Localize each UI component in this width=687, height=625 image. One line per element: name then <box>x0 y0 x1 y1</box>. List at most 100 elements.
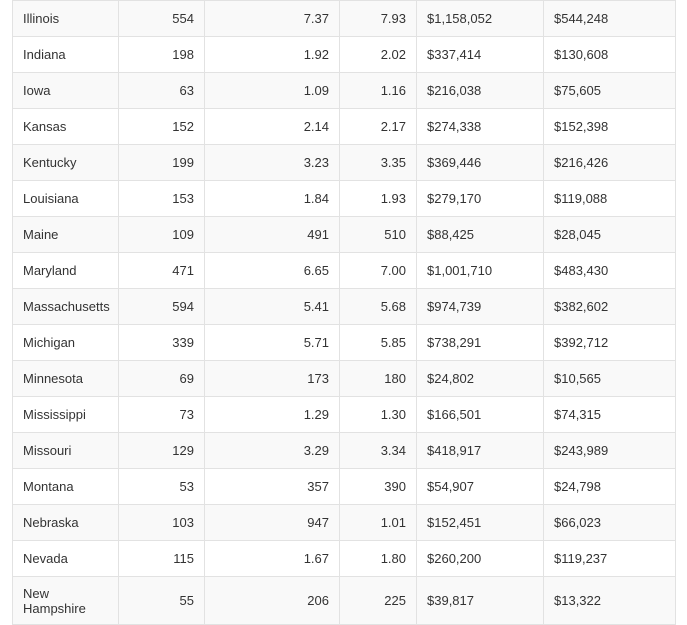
amount-cell: $13,322 <box>543 576 676 625</box>
value-cell: 594 <box>118 288 205 325</box>
value-cell: 152 <box>118 108 205 145</box>
value-cell: 198 <box>118 36 205 73</box>
table-row: Massachusetts 594 5.41 5.68 $974,739 $38… <box>12 288 676 325</box>
table-row: Maryland 471 6.65 7.00 $1,001,710 $483,4… <box>12 252 676 289</box>
state-name-cell: Iowa <box>12 72 119 109</box>
table-row: Kentucky 199 3.23 3.35 $369,446 $216,426 <box>12 144 676 181</box>
value-cell: 7.93 <box>339 0 417 37</box>
value-cell: 225 <box>339 576 417 625</box>
value-cell: 491 <box>204 216 340 253</box>
table-row: Mississippi 73 1.29 1.30 $166,501 $74,31… <box>12 396 676 433</box>
amount-cell: $130,608 <box>543 36 676 73</box>
value-cell: 5.71 <box>204 324 340 361</box>
state-name-cell: Indiana <box>12 36 119 73</box>
amount-cell: $166,501 <box>416 396 544 433</box>
amount-cell: $392,712 <box>543 324 676 361</box>
amount-cell: $279,170 <box>416 180 544 217</box>
amount-cell: $337,414 <box>416 36 544 73</box>
state-name-cell: New Hampshire <box>12 576 119 625</box>
table-row: Louisiana 153 1.84 1.93 $279,170 $119,08… <box>12 180 676 217</box>
amount-cell: $382,602 <box>543 288 676 325</box>
value-cell: 7.00 <box>339 252 417 289</box>
value-cell: 55 <box>118 576 205 625</box>
table-row: Michigan 339 5.71 5.85 $738,291 $392,712 <box>12 324 676 361</box>
state-name-cell: Maine <box>12 216 119 253</box>
table-row: New Hampshire 55 206 225 $39,817 $13,322 <box>12 576 676 625</box>
table-row: Illinois 554 7.37 7.93 $1,158,052 $544,2… <box>12 0 676 37</box>
state-name-cell: Mississippi <box>12 396 119 433</box>
value-cell: 1.80 <box>339 540 417 577</box>
amount-cell: $54,907 <box>416 468 544 505</box>
table-row: Minnesota 69 173 180 $24,802 $10,565 <box>12 360 676 397</box>
value-cell: 3.34 <box>339 432 417 469</box>
value-cell: 1.93 <box>339 180 417 217</box>
value-cell: 3.35 <box>339 144 417 181</box>
state-name-cell: Missouri <box>12 432 119 469</box>
value-cell: 53 <box>118 468 205 505</box>
value-cell: 1.29 <box>204 396 340 433</box>
data-table-container: Illinois 554 7.37 7.93 $1,158,052 $544,2… <box>12 0 676 625</box>
amount-cell: $418,917 <box>416 432 544 469</box>
state-name-cell: Kentucky <box>12 144 119 181</box>
value-cell: 357 <box>204 468 340 505</box>
state-name-cell: Nevada <box>12 540 119 577</box>
value-cell: 63 <box>118 72 205 109</box>
value-cell: 339 <box>118 324 205 361</box>
amount-cell: $39,817 <box>416 576 544 625</box>
amount-cell: $24,802 <box>416 360 544 397</box>
value-cell: 153 <box>118 180 205 217</box>
state-name-cell: Minnesota <box>12 360 119 397</box>
amount-cell: $152,398 <box>543 108 676 145</box>
value-cell: 5.85 <box>339 324 417 361</box>
value-cell: 2.17 <box>339 108 417 145</box>
value-cell: 510 <box>339 216 417 253</box>
amount-cell: $260,200 <box>416 540 544 577</box>
value-cell: 1.01 <box>339 504 417 541</box>
state-name-cell: Kansas <box>12 108 119 145</box>
value-cell: 2.14 <box>204 108 340 145</box>
amount-cell: $152,451 <box>416 504 544 541</box>
state-name-cell: Illinois <box>12 0 119 37</box>
value-cell: 73 <box>118 396 205 433</box>
amount-cell: $74,315 <box>543 396 676 433</box>
table-row: Nevada 115 1.67 1.80 $260,200 $119,237 <box>12 540 676 577</box>
state-name-cell: Massachusetts <box>12 288 119 325</box>
amount-cell: $10,565 <box>543 360 676 397</box>
value-cell: 173 <box>204 360 340 397</box>
value-cell: 103 <box>118 504 205 541</box>
amount-cell: $88,425 <box>416 216 544 253</box>
amount-cell: $274,338 <box>416 108 544 145</box>
value-cell: 390 <box>339 468 417 505</box>
amount-cell: $119,088 <box>543 180 676 217</box>
amount-cell: $119,237 <box>543 540 676 577</box>
value-cell: 115 <box>118 540 205 577</box>
amount-cell: $1,001,710 <box>416 252 544 289</box>
value-cell: 5.68 <box>339 288 417 325</box>
value-cell: 180 <box>339 360 417 397</box>
value-cell: 1.92 <box>204 36 340 73</box>
amount-cell: $243,989 <box>543 432 676 469</box>
value-cell: 69 <box>118 360 205 397</box>
value-cell: 1.09 <box>204 72 340 109</box>
amount-cell: $216,038 <box>416 72 544 109</box>
value-cell: 1.16 <box>339 72 417 109</box>
amount-cell: $974,739 <box>416 288 544 325</box>
value-cell: 471 <box>118 252 205 289</box>
amount-cell: $216,426 <box>543 144 676 181</box>
table-row: Iowa 63 1.09 1.16 $216,038 $75,605 <box>12 72 676 109</box>
table-row: Missouri 129 3.29 3.34 $418,917 $243,989 <box>12 432 676 469</box>
table-row: Montana 53 357 390 $54,907 $24,798 <box>12 468 676 505</box>
table-body: Illinois 554 7.37 7.93 $1,158,052 $544,2… <box>12 0 676 625</box>
amount-cell: $483,430 <box>543 252 676 289</box>
value-cell: 1.67 <box>204 540 340 577</box>
state-name-cell: Maryland <box>12 252 119 289</box>
value-cell: 2.02 <box>339 36 417 73</box>
value-cell: 1.30 <box>339 396 417 433</box>
value-cell: 947 <box>204 504 340 541</box>
state-name-cell: Michigan <box>12 324 119 361</box>
value-cell: 7.37 <box>204 0 340 37</box>
amount-cell: $544,248 <box>543 0 676 37</box>
value-cell: 199 <box>118 144 205 181</box>
value-cell: 109 <box>118 216 205 253</box>
value-cell: 5.41 <box>204 288 340 325</box>
